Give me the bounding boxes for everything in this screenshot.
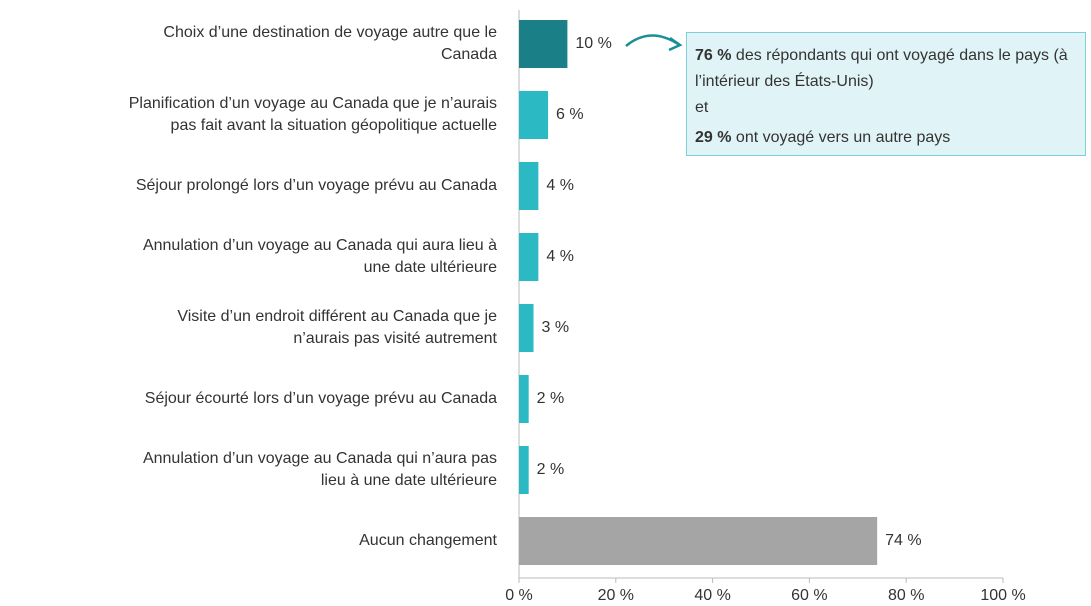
annotation-stat: 29 % [695, 129, 732, 146]
data-label: 4 % [546, 177, 574, 194]
data-label: 10 % [575, 35, 611, 52]
y-tick-label: Aucun changement [359, 532, 497, 549]
annotation-line: 76 % des répondants qui ont voyagé dans … [695, 43, 1077, 95]
y-tick-label: Annulation d’un voyage au Canada qui n’a… [142, 450, 497, 489]
data-label: 2 % [537, 390, 565, 407]
bar [519, 233, 539, 281]
x-tick-label: 100 % [980, 587, 1025, 604]
bar [519, 375, 529, 423]
x-tick-label: 40 % [694, 587, 730, 604]
x-tick-label: 60 % [791, 587, 827, 604]
bar [519, 20, 568, 68]
y-tick-label: Choix d’une destination de voyage autre … [163, 24, 497, 63]
y-tick-label: Visite d’un endroit différent au Canada … [177, 308, 497, 347]
y-tick-label: Séjour prolongé lors d’un voyage prévu a… [135, 177, 497, 194]
annotation-text: et [695, 99, 709, 116]
bar [519, 162, 539, 210]
bar [519, 304, 534, 352]
arrow [625, 34, 679, 47]
annotation-text: ont voyagé vers un autre pays [735, 129, 951, 146]
x-tick-label: 20 % [598, 587, 634, 604]
y-tick-label: Séjour écourté lors d’un voyage prévu au… [144, 390, 497, 407]
annotation-line: 29 % ont voyagé vers un autre pays [695, 125, 1077, 151]
x-tick-label: 80 % [888, 587, 924, 604]
annotation-stat: 76 % [695, 47, 732, 64]
arrow-head [668, 36, 683, 52]
y-tick-label: Annulation d’un voyage au Canada qui aur… [142, 237, 497, 276]
data-label: 74 % [885, 532, 921, 549]
data-label: 4 % [546, 248, 574, 265]
bar [519, 91, 549, 139]
data-label: 2 % [537, 461, 565, 478]
x-tick-label: 0 % [505, 587, 533, 604]
annotation-box: 76 % des répondants qui ont voyagé dans … [686, 32, 1086, 156]
data-label: 6 % [556, 106, 584, 123]
data-label: 3 % [542, 319, 570, 336]
bar [519, 517, 878, 565]
bar [519, 446, 529, 494]
annotation-text: des répondants qui ont voyagé dans le pa… [695, 47, 1068, 90]
y-tick-label: Planification d’un voyage au Canada que … [128, 95, 497, 134]
